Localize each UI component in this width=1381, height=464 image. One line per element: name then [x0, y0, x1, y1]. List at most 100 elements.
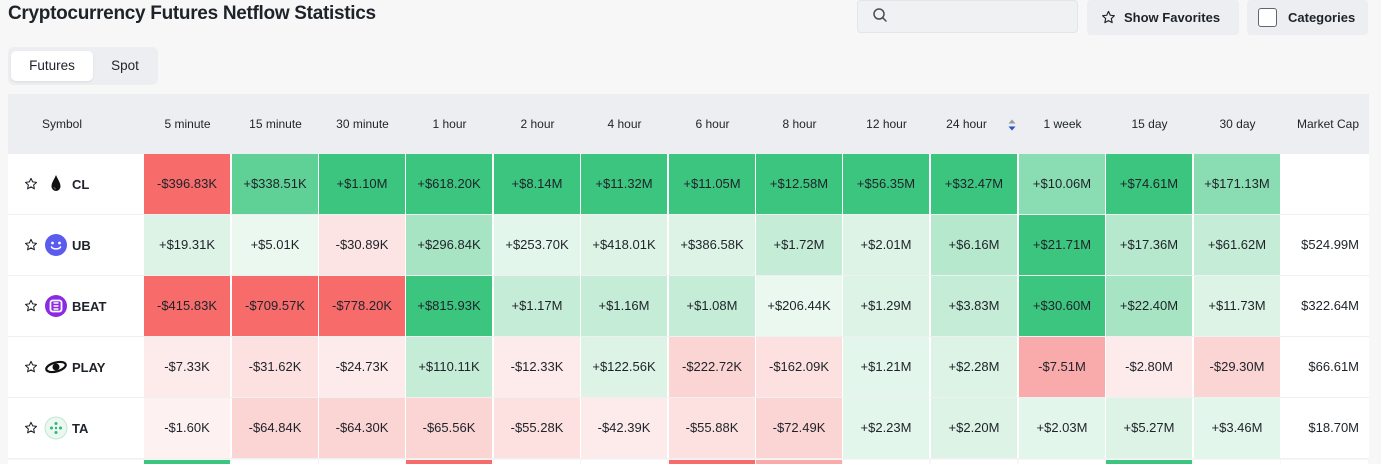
symbol-name[interactable]: TA	[72, 421, 89, 436]
table-row[interactable]: PLAY -$7.33K -$31.62K -$24.73K +$110.11K -$12…	[8, 337, 1369, 398]
column-header-2-hour[interactable]: 2 hour	[520, 117, 555, 131]
partial-cell	[232, 460, 318, 464]
market-cap-cell: $524.99M	[1301, 237, 1359, 252]
partial-cell	[581, 460, 667, 464]
favorite-star-icon[interactable]	[24, 299, 38, 313]
netflow-cell: +$5.27M	[1106, 398, 1192, 458]
favorite-star-icon[interactable]	[24, 238, 38, 252]
netflow-cell: -$7.33K	[144, 337, 230, 397]
table-row[interactable]: UB +$19.31K +$5.01K -$30.89K +$296.84K +$253.…	[8, 215, 1369, 276]
column-header-4-hour[interactable]: 4 hour	[607, 117, 642, 131]
netflow-cell: +$296.84K	[406, 215, 492, 275]
netflow-cell: +$61.62M	[1194, 215, 1280, 275]
netflow-cell: +$1.72M	[756, 215, 842, 275]
search-box[interactable]	[857, 0, 1078, 33]
market-type-tabs: Futures Spot	[8, 47, 158, 85]
favorite-star-icon[interactable]	[24, 177, 38, 191]
column-header-30-day[interactable]: 30 day	[1219, 117, 1256, 131]
symbol-name[interactable]: UB	[72, 238, 91, 253]
symbol-name[interactable]: CL	[72, 177, 90, 192]
netflow-cell: +$2.28M	[931, 337, 1017, 397]
netflow-cell: -$31.62K	[232, 337, 318, 397]
netflow-cell: -$7.51M	[1019, 337, 1105, 397]
page-title: Cryptocurrency Futures Netflow Statistic…	[8, 3, 376, 24]
netflow-cell: +$1.16M	[581, 276, 667, 336]
netflow-cell: -$64.84K	[232, 398, 318, 458]
play-icon	[44, 355, 68, 379]
netflow-cell: +$12.58M	[756, 154, 842, 214]
netflow-cell: -$29.30M	[1194, 337, 1280, 397]
column-header-30-minute[interactable]: 30 minute	[336, 117, 389, 131]
netflow-cell: -$1.60K	[144, 398, 230, 458]
symbol-name[interactable]: PLAY	[72, 360, 106, 375]
netflow-cell: +$2.20M	[931, 398, 1017, 458]
column-header-1-week[interactable]: 1 week	[1043, 117, 1082, 131]
tab-futures[interactable]: Futures	[11, 51, 93, 81]
search-input[interactable]	[896, 5, 1071, 29]
netflow-cell: +$6.16M	[931, 215, 1017, 275]
netflow-cell: +$1.21M	[843, 337, 929, 397]
favorite-star-icon[interactable]	[24, 421, 38, 435]
partial-cell	[319, 460, 405, 464]
netflow-cell: +$11.73M	[1194, 276, 1280, 336]
netflow-cell: +$10.06M	[1019, 154, 1105, 214]
column-header-6-hour[interactable]: 6 hour	[695, 117, 730, 131]
column-header-market-cap[interactable]: Market Cap	[1296, 117, 1359, 131]
table-row[interactable]: CL -$396.83K +$338.51K +$1.10M +$618.20K +$8.…	[8, 154, 1369, 215]
column-header-1-hour[interactable]: 1 hour	[432, 117, 467, 131]
market-cap-cell: $322.64M	[1301, 298, 1359, 313]
netflow-cell: +$3.83M	[931, 276, 1017, 336]
symbol-cell: UB	[8, 215, 144, 275]
netflow-cell: +$1.08M	[669, 276, 755, 336]
table-row[interactable]: TA -$1.60K -$64.84K -$64.30K -$65.56K -$55.28…	[8, 398, 1369, 459]
netflow-cell: -$55.28K	[494, 398, 580, 458]
netflow-cell: -$24.73K	[319, 337, 405, 397]
oil-drop-icon	[44, 172, 68, 196]
netflow-cell: +$206.44K	[756, 276, 842, 336]
symbol-cell: CL	[8, 154, 144, 214]
column-header-15-minute[interactable]: 15 minute	[249, 117, 302, 131]
symbol-cell: TA	[8, 398, 144, 458]
sort-icon[interactable]	[1008, 119, 1016, 131]
partial-cell	[406, 460, 492, 464]
netflow-cell: +$30.60M	[1019, 276, 1105, 336]
symbol-name[interactable]: BEAT	[72, 299, 107, 314]
beat-icon	[44, 294, 68, 318]
market-cap-cell	[1281, 154, 1359, 214]
netflow-cell: +$32.47M	[931, 154, 1017, 214]
show-favorites-button[interactable]: Show Favorites	[1087, 0, 1239, 35]
ta-icon	[44, 416, 68, 440]
partial-cell	[843, 460, 929, 464]
favorite-star-icon[interactable]	[24, 360, 38, 374]
netflow-cell: +$171.13M	[1194, 154, 1280, 214]
netflow-cell: -$30.89K	[319, 215, 405, 275]
categories-toggle[interactable]: Categories	[1247, 0, 1368, 35]
netflow-cell: +$122.56K	[581, 337, 667, 397]
column-header-5-minute[interactable]: 5 minute	[164, 117, 211, 131]
symbol-cell: BEAT	[8, 276, 144, 336]
netflow-cell: -$65.56K	[406, 398, 492, 458]
star-icon	[1102, 10, 1115, 24]
column-header-24-hour[interactable]: 24 hour	[946, 117, 987, 131]
tab-spot[interactable]: Spot	[111, 58, 139, 73]
netflow-cell: -$396.83K	[144, 154, 230, 214]
netflow-cell: -$42.39K	[581, 398, 667, 458]
column-header-symbol[interactable]: Symbol	[42, 117, 83, 131]
netflow-cell: +$338.51K	[232, 154, 318, 214]
partial-cell	[144, 460, 230, 464]
netflow-cell: +$2.03M	[1019, 398, 1105, 458]
search-icon	[873, 8, 887, 22]
netflow-cell: -$222.72K	[669, 337, 755, 397]
netflow-cell: +$5.01K	[232, 215, 318, 275]
table-row[interactable]: BEAT -$415.83K -$709.57K -$778.20K +$815.93K…	[8, 276, 1369, 337]
show-favorites-label: Show Favorites	[1124, 10, 1221, 25]
categories-checkbox[interactable]	[1258, 8, 1277, 27]
column-header-8-hour[interactable]: 8 hour	[782, 117, 817, 131]
partial-cell	[1194, 460, 1280, 464]
column-header-15-day[interactable]: 15 day	[1131, 117, 1168, 131]
netflow-cell: -$415.83K	[144, 276, 230, 336]
netflow-cell: -$2.80M	[1106, 337, 1192, 397]
netflow-cell: -$64.30K	[319, 398, 405, 458]
column-header-12-hour[interactable]: 12 hour	[866, 117, 907, 131]
table-header: Symbol 5 minute 15 minute 30 minute 1 hour 2 …	[8, 94, 1369, 154]
